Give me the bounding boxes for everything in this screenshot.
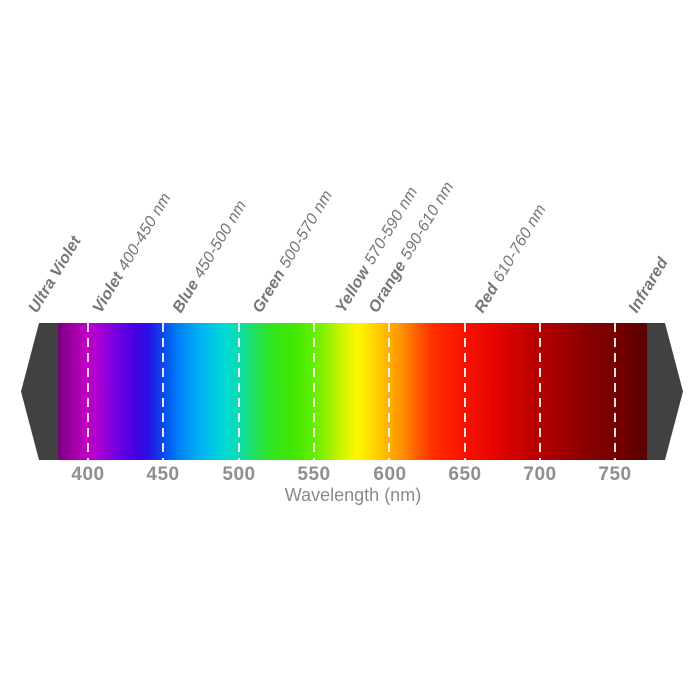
wavelength-gridline-600 [388, 323, 390, 460]
tick-label-650: 650 [448, 464, 482, 485]
band-label-green: Green500-570 nm [249, 187, 338, 317]
spectrum-gradient [58, 323, 647, 460]
band-name: Ultra Violet [25, 233, 85, 316]
band-range: 610-760 nm [490, 201, 550, 286]
band-name: Green [249, 266, 289, 316]
tick-label-600: 600 [373, 464, 407, 485]
band-name: Infrared [625, 254, 672, 316]
wavelength-gridline-700 [539, 323, 541, 460]
tick-label-500: 500 [222, 464, 256, 485]
wavelength-gridline-650 [464, 323, 466, 460]
tick-label-400: 400 [71, 464, 105, 485]
tick-label-700: 700 [523, 464, 557, 485]
band-range: 450-500 nm [190, 197, 251, 282]
band-label-violet: Violet400-450 nm [89, 190, 176, 317]
tick-label-750: 750 [598, 464, 632, 485]
band-range: 500-570 nm [276, 187, 337, 272]
axis-title: Wavelength (nm) [284, 485, 422, 505]
band-name: Blue [169, 276, 203, 316]
band-name: Violet [89, 269, 128, 316]
band-range: 400-450 nm [115, 190, 175, 274]
tick-label-450: 450 [146, 464, 180, 485]
wavelength-gridline-550 [313, 323, 315, 460]
band-label-red: Red610-760 nm [471, 201, 552, 317]
spectrum-bar [21, 323, 683, 460]
wavelength-gridline-750 [614, 323, 616, 460]
band-label-blue: Blue450-500 nm [169, 197, 252, 317]
wavelength-gridline-450 [162, 323, 164, 460]
tick-label-550: 550 [297, 464, 331, 485]
band-name: Red [471, 280, 503, 316]
wavelength-gridline-400 [87, 323, 89, 460]
band-label-ultra-violet: Ultra Violet [25, 228, 89, 317]
band-label-infrared: Infrared [625, 250, 676, 317]
wavelength-gridline-500 [238, 323, 240, 460]
